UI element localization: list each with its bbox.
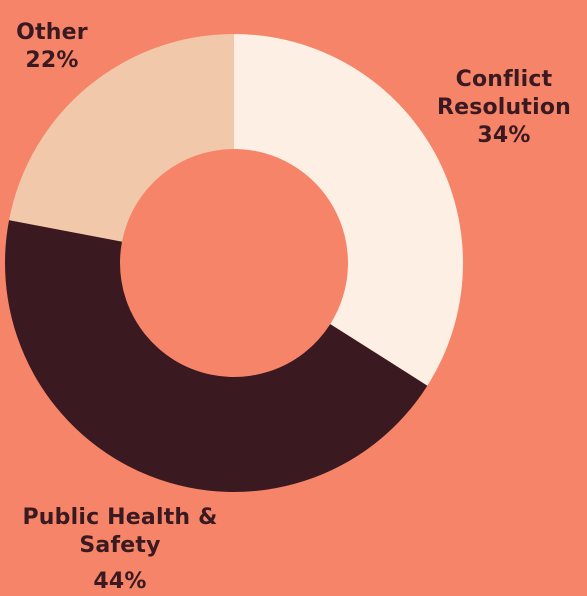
slice-public-health-safety <box>4 220 428 493</box>
label-other-value: 22% <box>25 48 79 73</box>
label-conflict-resolution-value: 34% <box>477 123 531 148</box>
slice-other <box>9 34 235 242</box>
label-public-health-safety-name: Public Health & Safety <box>22 505 218 558</box>
label-public-health-safety-value: 44% <box>93 569 147 594</box>
slice-conflict-resolution <box>234 34 464 386</box>
label-other: Other 22% <box>0 19 106 75</box>
label-other-name: Other <box>16 20 88 45</box>
label-conflict-resolution: Conflict Resolution 34% <box>418 66 587 150</box>
label-conflict-resolution-name: Conflict Resolution <box>436 67 572 120</box>
label-public-health-safety: Public Health & Safety 44% <box>14 504 226 596</box>
